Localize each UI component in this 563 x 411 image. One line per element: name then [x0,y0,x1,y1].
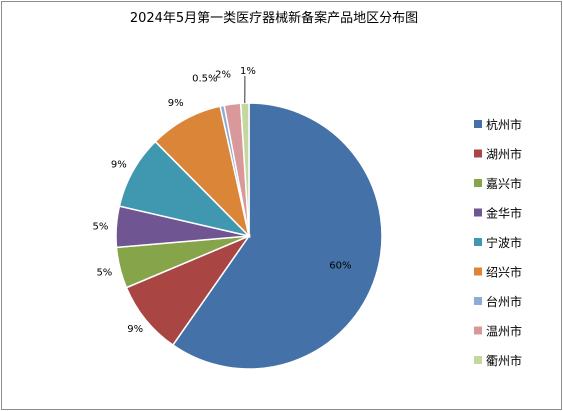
legend-label: 杭州市 [486,117,522,132]
legend-label: 嘉兴市 [486,176,522,191]
slice-data-label: 9% [111,160,127,171]
slice-data-label: 5% [96,268,112,279]
legend-label: 湖州市 [486,147,522,162]
legend-swatch [474,327,482,335]
legend-label: 宁波市 [486,235,522,250]
slice-data-label: 60% [329,261,351,272]
slice-data-label: 9% [127,324,143,335]
legend-label: 温州市 [486,324,522,339]
slice-data-label: 9% [168,98,184,109]
slice-data-label: 2% [215,70,231,81]
legend-label: 绍兴市 [486,265,522,280]
chart-title: 2024年5月第一类医疗器械新备案产品地区分布图 [130,10,418,26]
slice-data-label: 1% [240,66,256,77]
slice-data-label: 0.5% [192,74,217,85]
legend-swatch [474,238,482,246]
legend-swatch [474,268,482,276]
legend-swatch [474,179,482,187]
legend-label: 衢州市 [486,353,522,368]
pie-slices [116,103,382,369]
legend-swatch [474,209,482,217]
legend-label: 台州市 [486,294,522,309]
legend-swatch [474,356,482,364]
legend-swatch [474,297,482,305]
legend-swatch [474,120,482,128]
legend-label: 金华市 [486,206,522,221]
slice-data-label: 5% [92,222,108,233]
legend-swatch [474,150,482,158]
